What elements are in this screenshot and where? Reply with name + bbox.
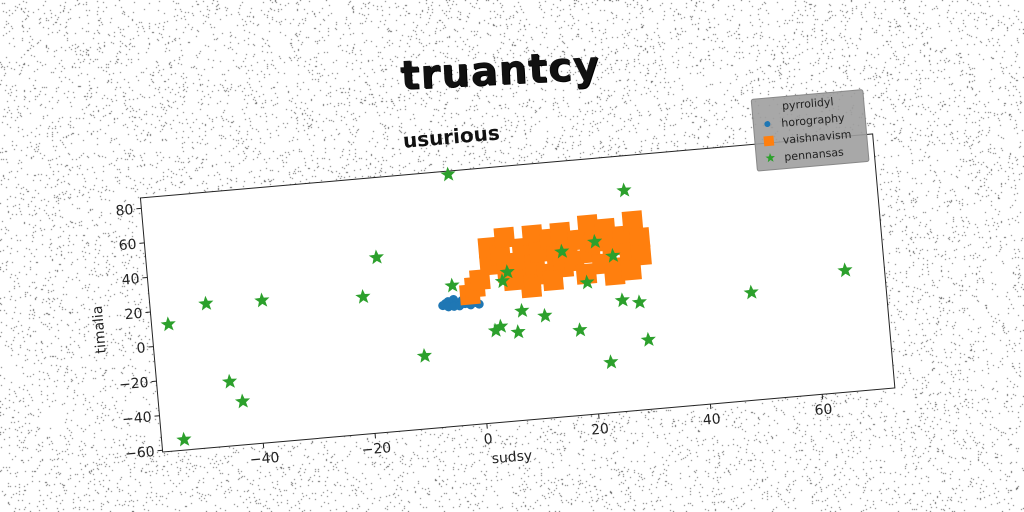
data-point-pennansas [254, 292, 270, 308]
data-point-vaishnavism [489, 244, 512, 267]
data-point-vaishnavism [576, 214, 599, 236]
data-point-vaishnavism [620, 259, 642, 281]
data-point-pennansas [837, 262, 853, 278]
data-point-pennansas [176, 431, 192, 447]
data-point-pennansas [605, 247, 621, 263]
data-point-vaishnavism [549, 221, 572, 244]
data-point-vaishnavism [603, 264, 626, 286]
data-point-vaishnavism [594, 217, 616, 240]
data-point-pennansas [487, 322, 503, 338]
data-point-pennansas [234, 393, 251, 409]
legend-title: pyrrolidyl [782, 95, 834, 112]
x-tick-label: 60 [814, 402, 833, 419]
data-point-pennansas [631, 294, 647, 310]
y-tick-label: −40 [121, 409, 152, 428]
data-point-pennansas [514, 302, 530, 318]
data-point-pennansas [493, 318, 509, 334]
data-point-pennansas [587, 233, 603, 249]
data-point-pennansas [640, 331, 656, 347]
chart-title: usurious [402, 120, 501, 152]
data-point-pennansas [221, 373, 238, 389]
y-tick-label: 60 [118, 237, 137, 254]
data-point-vaishnavism [521, 224, 544, 246]
data-point-pennansas [603, 354, 619, 370]
data-point-pennansas [416, 347, 432, 363]
data-point-pennansas [537, 307, 553, 323]
data-point-vaishnavism [575, 263, 598, 285]
y-axis-label: timalia [90, 305, 110, 354]
x-tick-label: 0 [483, 431, 493, 448]
data-point-pennansas [572, 322, 588, 338]
data-point-vaishnavism [621, 210, 644, 232]
y-tick-label: −60 [124, 444, 155, 463]
legend-label-pennansas: pennansas [784, 146, 845, 164]
y-tick-label: 40 [121, 271, 140, 288]
data-point-vaishnavism [542, 269, 564, 292]
x-tick-label: 20 [590, 421, 609, 438]
data-point-vaishnavism [628, 227, 651, 249]
data-point-pennansas [494, 273, 510, 289]
data-point-pennansas [579, 274, 595, 290]
data-point-pennansas [616, 182, 632, 198]
y-tick-label: −20 [118, 375, 149, 394]
y-tick-label: 80 [115, 202, 134, 219]
data-point-vaishnavism [520, 276, 543, 299]
data-point-pennansas [444, 277, 460, 293]
y-tick-label: 0 [136, 340, 146, 357]
x-tick-label: −40 [249, 450, 280, 469]
data-marks [160, 166, 853, 447]
axis-ticks: −40 −20 0 20 40 60 −60 −40 −20 0 20 40 60 80 [115, 202, 833, 469]
legend-marker-horography [764, 121, 771, 128]
data-point-pennansas [510, 324, 526, 339]
legend-box [750, 89, 870, 172]
data-point-pennansas [614, 292, 630, 308]
data-point-pennansas [355, 288, 371, 304]
data-point-pennansas [198, 295, 214, 311]
data-point-pennansas [554, 243, 570, 259]
data-point-pennansas [499, 264, 515, 279]
y-tick-label: 20 [124, 306, 143, 323]
legend-marker-pennansas [765, 152, 775, 163]
data-point-pennansas [440, 166, 456, 182]
plot-area [139, 133, 896, 453]
legend: pyrrolidyl horographyvaishnavismpennansa… [750, 89, 870, 172]
legend-label-vaishnavism: vaishnavism [782, 128, 852, 147]
chart-container: usurious −40 −20 0 20 40 60 −60 −40 −20 0 20 40 60 80… [76, 77, 924, 507]
legend-label-horography: horography [781, 111, 846, 130]
data-point-pennansas [160, 316, 176, 332]
x-tick-label: 40 [702, 411, 721, 428]
data-point-pennansas [743, 284, 759, 300]
x-tick-label: −20 [361, 440, 392, 459]
scatter-chart: usurious −40 −20 0 20 40 60 −60 −40 −20 0 20 40 60 80… [90, 89, 896, 469]
data-point-pennansas [368, 249, 384, 265]
x-axis-label: sudsy [491, 448, 533, 467]
legend-marker-vaishnavism [763, 135, 775, 147]
data-point-vaishnavism [493, 226, 516, 249]
